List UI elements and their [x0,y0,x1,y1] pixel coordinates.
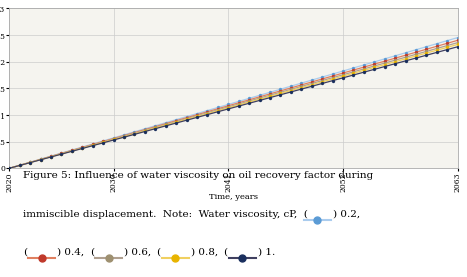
Text: (: ( [23,248,27,257]
Text: (: ( [156,248,161,257]
Text: Figure 5: Influence of water viscosity on oil recovery factor during: Figure 5: Influence of water viscosity o… [23,171,373,180]
X-axis label: Time, years: Time, years [209,193,258,201]
Text: ) 0.8,: ) 0.8, [191,248,218,257]
Text: (: ( [90,248,94,257]
Text: ) 0.6,: ) 0.6, [124,248,151,257]
Text: immiscible displacement.  Note:  Water viscosity, cP,  (: immiscible displacement. Note: Water vis… [23,209,308,219]
Text: ) 0.2,: ) 0.2, [333,209,360,219]
Text: ) 1.: ) 1. [258,248,275,257]
Text: (: ( [223,248,227,257]
Text: ) 0.4,: ) 0.4, [57,248,85,257]
